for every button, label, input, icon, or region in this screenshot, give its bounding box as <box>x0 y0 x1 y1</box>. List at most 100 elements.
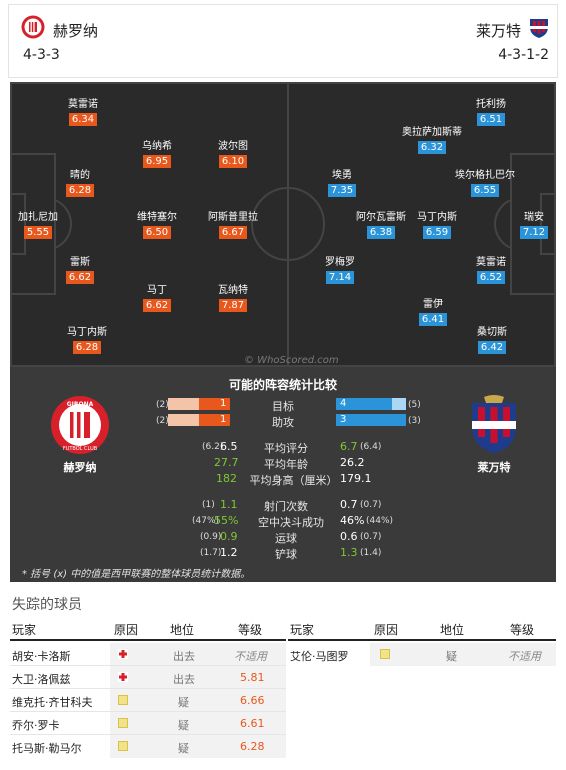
player-name: 阿尔瓦雷斯 <box>356 212 406 223</box>
away-player[interactable]: 莫雷诺 6.52 <box>451 256 531 284</box>
home-player[interactable]: 维特塞尔 6.50 <box>117 211 197 239</box>
player-name: 瑞安 <box>524 212 544 223</box>
home-team-name[interactable]: 赫罗纳 <box>53 22 99 40</box>
player-name: 波尔图 <box>218 141 248 152</box>
col-header-status[interactable]: 地位 <box>440 623 465 637</box>
girona-crest-icon[interactable]: GIRONA FUTBOL CLUB <box>50 395 110 455</box>
home-player[interactable]: 晴的 6.28 <box>40 169 120 197</box>
levante-crest-icon[interactable] <box>464 395 524 455</box>
table-row[interactable]: 大卫·洛佩兹 出去 5.81 <box>10 666 286 689</box>
table-row[interactable]: 维克托·齐甘科夫 疑 6.66 <box>10 689 286 712</box>
player-name[interactable]: 胡安·卡洛斯 <box>12 650 71 663</box>
home-team-caption[interactable]: 赫罗纳 <box>63 461 97 474</box>
col-header-rating[interactable]: 等级 <box>238 623 263 637</box>
player-rating: 6.61 <box>240 717 265 730</box>
col-header-status[interactable]: 地位 <box>170 623 195 637</box>
away-player[interactable]: 奥拉萨加斯蒂 6.32 <box>392 126 472 154</box>
player-rating: 6.95 <box>142 155 172 168</box>
home-player[interactable]: 乌纳希 6.95 <box>117 140 197 168</box>
player-name: 马丁内斯 <box>417 212 457 223</box>
home-player[interactable]: 莫雷诺 6.34 <box>43 98 123 126</box>
away-league-avg: (1.4) <box>360 548 382 558</box>
away-team-name[interactable]: 莱万特 <box>475 22 521 40</box>
stat-label: 空中决斗成功 <box>258 516 324 529</box>
red-cross-icon <box>118 672 128 682</box>
col-header-reason[interactable]: 原因 <box>114 623 139 637</box>
player-status: 疑 <box>178 742 189 755</box>
doubtful-icon <box>118 695 128 705</box>
away-league-avg: (0.7) <box>360 500 382 510</box>
row-shade <box>370 643 556 666</box>
player-name[interactable]: 乔尔·罗卡 <box>12 719 60 732</box>
home-player[interactable]: 瓦纳特 7.87 <box>193 284 273 312</box>
player-rating: 6.66 <box>240 694 265 707</box>
home-player[interactable]: 波尔图 6.10 <box>193 140 273 168</box>
player-status: 出去 <box>173 673 195 686</box>
player-name: 埃勇 <box>332 170 352 181</box>
svg-text:FUTBOL CLUB: FUTBOL CLUB <box>63 446 98 452</box>
away-stat-value: 1.3 <box>340 546 358 559</box>
away-player[interactable]: 埃尔格扎巴尔 6.55 <box>445 169 525 197</box>
away-player[interactable]: 埃勇 7.35 <box>302 169 382 197</box>
home-league-avg: (1.7) <box>200 548 222 558</box>
away-player[interactable]: 桑切斯 6.42 <box>452 326 532 354</box>
player-name[interactable]: 艾伦·马图罗 <box>290 650 349 663</box>
player-name: 马丁内斯 <box>67 327 107 338</box>
home-player[interactable]: 马丁内斯 6.28 <box>47 326 127 354</box>
away-player[interactable]: 罗梅罗 7.14 <box>300 256 380 284</box>
player-rating: 7.35 <box>327 184 357 197</box>
home-stat-value: 1.1 <box>220 498 238 511</box>
player-rating: 6.50 <box>142 226 172 239</box>
col-header-rating[interactable]: 等级 <box>510 623 535 637</box>
away-league-avg: (5) <box>408 400 421 410</box>
stat-label: 平均身高（厘米） <box>249 474 338 487</box>
player-name[interactable]: 大卫·洛佩兹 <box>12 673 71 686</box>
player-name: 加扎尼加 <box>18 212 58 223</box>
away-league-avg: (6.4) <box>360 442 382 452</box>
player-name[interactable]: 维克托·齐甘科夫 <box>12 696 93 709</box>
player-rating: 6.28 <box>65 184 95 197</box>
away-stat-value: 46% <box>340 514 365 527</box>
stat-label: 射门次数 <box>264 500 308 513</box>
away-team-caption[interactable]: 莱万特 <box>477 461 511 474</box>
match-header: 赫罗纳 4-3-3 莱万特 4-3-1-2 <box>8 4 558 78</box>
home-stat-value: 6.5 <box>220 440 238 453</box>
header-divider <box>288 639 556 641</box>
table-row[interactable]: 艾伦·马图罗 疑 不适用 <box>288 643 556 666</box>
col-header-player[interactable]: 玩家 <box>12 623 37 637</box>
home-player[interactable]: 雷斯 6.62 <box>40 256 120 284</box>
away-player[interactable]: 瑞安 7.12 <box>494 211 556 239</box>
col-header-reason[interactable]: 原因 <box>374 623 399 637</box>
table-row[interactable]: 胡安·卡洛斯 出去 不适用 <box>10 643 286 666</box>
table-row[interactable]: 托马斯·勒马尔 疑 6.28 <box>10 735 286 758</box>
away-bar-value: 4 <box>340 398 347 409</box>
player-rating: 5.55 <box>23 226 53 239</box>
player-rating: 7.87 <box>218 299 248 312</box>
home-stat-value: 27.7 <box>214 456 239 469</box>
row-divider <box>10 665 286 666</box>
player-name: 埃尔格扎巴尔 <box>455 170 515 181</box>
player-name: 莫雷诺 <box>476 257 506 268</box>
player-rating: 6.67 <box>218 226 248 239</box>
player-rating: 6.42 <box>477 341 507 354</box>
home-player[interactable]: 阿斯普里拉 6.67 <box>193 211 273 239</box>
player-name[interactable]: 托马斯·勒马尔 <box>12 742 82 755</box>
home-player[interactable]: 马丁 6.62 <box>117 284 197 312</box>
away-player[interactable]: 雷伊 6.41 <box>393 298 473 326</box>
row-divider <box>10 688 286 689</box>
player-rating: 7.12 <box>519 226 549 239</box>
home-stat-value: 55% <box>214 514 239 527</box>
pitch-lines <box>10 82 556 367</box>
home-league-avg: (6.2) <box>202 442 224 452</box>
table-row[interactable]: 乔尔·罗卡 疑 6.61 <box>10 712 286 735</box>
away-player[interactable]: 马丁内斯 6.59 <box>397 211 477 239</box>
player-rating: 7.14 <box>325 271 355 284</box>
stat-label: 平均评分 <box>264 442 308 455</box>
levante-crest-icon[interactable] <box>527 15 551 39</box>
away-player[interactable]: 托利扬 6.51 <box>451 98 531 126</box>
girona-crest-icon[interactable] <box>21 15 45 39</box>
home-player[interactable]: 加扎尼加 5.55 <box>10 211 78 239</box>
away-player[interactable]: 阿尔瓦雷斯 6.38 <box>341 211 421 239</box>
doubtful-icon <box>118 718 128 728</box>
col-header-player[interactable]: 玩家 <box>290 623 315 637</box>
